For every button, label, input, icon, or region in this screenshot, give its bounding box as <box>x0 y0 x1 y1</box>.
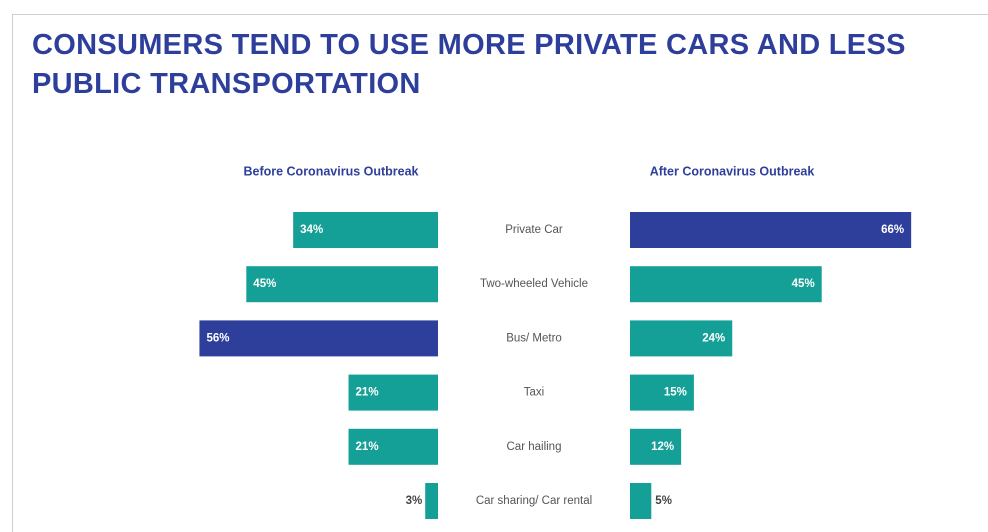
bar <box>293 212 438 248</box>
bar <box>630 212 912 248</box>
category-label: Bus/ Metro <box>506 332 562 344</box>
value-label: 21% <box>356 387 379 399</box>
value-label: 12% <box>651 441 674 453</box>
value-label: 15% <box>664 387 687 399</box>
bar <box>246 266 438 303</box>
frame <box>12 14 988 532</box>
category-label: Two-wheeled Vehicle <box>480 278 588 290</box>
category-label: Car hailing <box>507 441 562 453</box>
value-label: 56% <box>206 332 229 344</box>
bar <box>630 374 694 411</box>
bar <box>630 266 822 303</box>
bar <box>630 428 682 465</box>
legend-label: Before Coronavirus Outbreak <box>243 164 418 178</box>
bar <box>630 320 733 357</box>
value-label: 66% <box>881 224 904 236</box>
bar <box>348 374 438 411</box>
category-label: Car sharing/ Car rental <box>476 495 592 507</box>
value-label: 45% <box>253 278 276 290</box>
value-label: 5% <box>655 495 672 507</box>
value-label: 21% <box>356 441 379 453</box>
bar <box>199 320 438 357</box>
category-label: Private Car <box>505 224 563 236</box>
value-label: 34% <box>300 224 323 236</box>
category-label: Taxi <box>524 387 544 399</box>
bar <box>425 483 438 519</box>
legend-label: After Coronavirus Outbreak <box>650 164 815 178</box>
value-label: 24% <box>702 332 725 344</box>
value-label: 45% <box>792 278 815 290</box>
bar <box>630 483 652 519</box>
value-label: 3% <box>406 495 423 507</box>
chart-title: CONSUMERS TEND TO USE MORE PRIVATE CARS … <box>32 29 906 100</box>
bar <box>348 428 438 465</box>
